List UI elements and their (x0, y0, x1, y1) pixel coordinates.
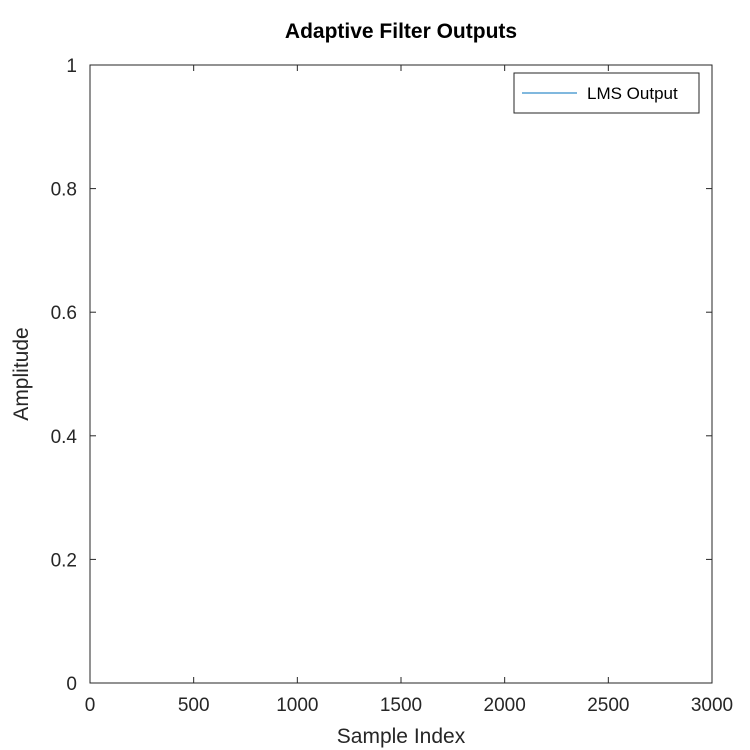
x-tick-label: 2500 (587, 695, 629, 716)
legend: LMS Output (513, 72, 700, 114)
x-tick-label: 1500 (380, 695, 422, 716)
y-tick-label: 0.6 (51, 303, 77, 324)
y-tick-label: 0.4 (51, 427, 78, 448)
x-axis-ticks: 0 500 1000 1500 2000 2500 3000 (85, 65, 733, 716)
x-tick-label: 1000 (276, 695, 318, 716)
y-tick-label: 0 (66, 674, 77, 695)
x-tick-label: 0 (85, 695, 96, 716)
y-tick-label: 1 (66, 56, 77, 77)
x-tick-label: 500 (178, 695, 210, 716)
y-axis-label: Amplitude (10, 327, 33, 420)
y-tick-label: 0.8 (51, 180, 77, 201)
y-axis-ticks: 0 0.2 0.4 0.6 0.8 1 (51, 56, 712, 695)
legend-entry-lms-output: LMS Output (587, 84, 678, 103)
x-axis-label: Sample Index (337, 725, 466, 748)
chart-title: Adaptive Filter Outputs (285, 20, 517, 43)
x-tick-label: 3000 (691, 695, 733, 716)
x-tick-label: 2000 (484, 695, 526, 716)
y-tick-label: 0.2 (51, 550, 77, 571)
plot-area (89, 64, 713, 684)
